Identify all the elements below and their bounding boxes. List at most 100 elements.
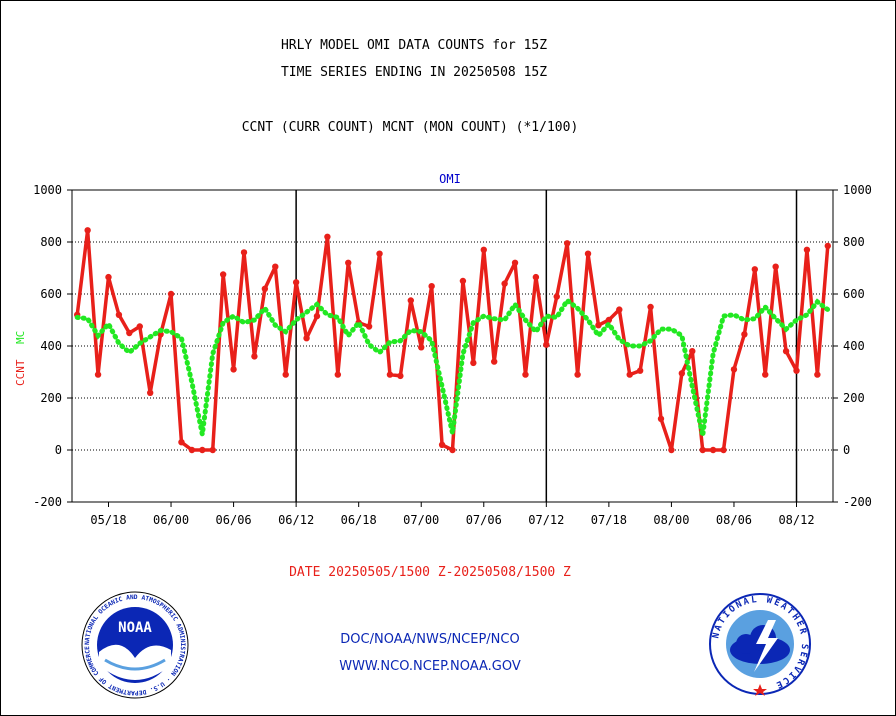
ccnt-point	[365, 323, 373, 330]
y-tick-label-right: 400	[843, 339, 865, 353]
ccnt-point	[720, 446, 727, 454]
y-tick-label-left: 600	[40, 287, 62, 301]
ccnt-point	[668, 446, 675, 454]
x-tick-label: 06/18	[341, 513, 377, 527]
ccnt-point	[689, 348, 696, 355]
y-tick-label-right: 200	[843, 391, 865, 405]
ccnt-point	[762, 371, 769, 378]
ccnt-point	[803, 246, 811, 253]
ccnt-point	[449, 446, 456, 454]
ccnt-point	[709, 446, 717, 454]
ccnt-point	[240, 249, 248, 256]
ccnt-point	[313, 312, 321, 320]
ccnt-point	[459, 277, 467, 285]
ccnt-point	[146, 389, 154, 396]
x-tick-label: 08/00	[653, 513, 689, 527]
ccnt-point	[94, 371, 102, 378]
ccnt-point	[636, 367, 644, 374]
ccnt-point	[209, 446, 216, 454]
ccnt-point	[480, 246, 487, 253]
ccnt-point	[407, 297, 415, 304]
ccnt-point	[219, 271, 227, 278]
mcnt-line	[74, 296, 831, 437]
ccnt-point	[772, 263, 779, 270]
chart-title-line1: HRLY MODEL OMI DATA COUNTS for 15Z	[280, 38, 548, 53]
ccnt-point	[678, 370, 686, 377]
y-tick-label-right: 800	[843, 235, 865, 249]
date-range: DATE 20250505/1500 Z-20250508/1500 Z	[289, 565, 571, 580]
ccnt-point	[303, 335, 310, 342]
ccnt-point	[126, 329, 133, 337]
ccnt-point	[730, 366, 738, 373]
noaa-logo: NATIONAL OCEANIC AND ATMOSPHERIC ADMINIS…	[80, 590, 189, 699]
ccnt-point	[490, 358, 498, 365]
credit-line2: WWW.NCO.NCEP.NOAA.GOV	[339, 659, 521, 674]
y-axis-label-ccnt: CCNT	[14, 359, 27, 386]
ccnt-point	[199, 446, 206, 454]
ccnt-point	[84, 227, 91, 234]
y-tick-label-right: -200	[843, 495, 872, 509]
ccnt-point	[501, 280, 508, 287]
ccnt-point	[605, 316, 613, 324]
ccnt-point	[532, 273, 540, 281]
ccnt-point	[574, 371, 581, 378]
ccnt-point	[428, 283, 435, 290]
y-tick-labels-left: -200 0 200 400 600 800 1000	[33, 183, 72, 509]
ccnt-point	[657, 415, 665, 422]
ccnt-point	[626, 371, 633, 378]
ccnt-point	[418, 344, 425, 351]
x-tick-label: 08/12	[778, 513, 814, 527]
ccnt-point	[511, 259, 519, 266]
ccnt-point	[115, 311, 123, 318]
ccnt-point	[397, 372, 404, 380]
y-tick-label-right: 0	[843, 443, 850, 457]
ccnt-point	[292, 279, 300, 286]
ccnt-point	[782, 348, 790, 355]
ccnt-point	[136, 323, 143, 330]
y-tick-label-left: -200	[33, 495, 62, 509]
y-tick-label-right: 600	[843, 287, 865, 301]
noaa-logo-text: NOAA	[118, 620, 152, 636]
x-tick-label: 07/12	[528, 513, 564, 527]
y-tick-label-left: 0	[55, 443, 62, 457]
ccnt-point	[438, 441, 446, 448]
ccnt-point	[345, 259, 352, 266]
ccnt-point	[751, 266, 759, 273]
ccnt-point	[251, 353, 258, 360]
x-tick-label: 07/00	[403, 513, 439, 527]
ccnt-point	[470, 359, 477, 367]
ccnt-point	[699, 446, 706, 454]
x-tick-label: 05/18	[90, 513, 126, 527]
y-tick-label-left: 200	[40, 391, 62, 405]
y-tick-label-left: 800	[40, 235, 62, 249]
x-tick-labels: 05/18 06/00 06/06 06/12 06/18 07/00 07/06 07/12…	[90, 502, 815, 527]
grid-lines	[72, 189, 833, 451]
ccnt-point	[793, 367, 800, 374]
y-axis-label: CCNT MCNT	[14, 330, 27, 386]
ccnt-point	[188, 446, 196, 454]
x-tick-label: 06/12	[278, 513, 314, 527]
x-tick-label: 07/18	[591, 513, 627, 527]
ccnt-point	[282, 371, 289, 378]
ccnt-point	[324, 233, 331, 240]
ccnt-point	[178, 439, 185, 446]
ccnt-point	[522, 371, 529, 378]
series-mcnt	[74, 296, 831, 437]
ccnt-point	[647, 303, 654, 311]
y-axis-label-mcnt: MCNT	[14, 330, 27, 344]
x-tick-label: 06/06	[216, 513, 252, 527]
x-tick-label: 06/00	[153, 513, 189, 527]
ccnt-point	[334, 371, 342, 378]
ccnt-point	[824, 242, 831, 250]
ccnt-point	[261, 285, 269, 292]
y-tick-label-left: 400	[40, 339, 62, 353]
x-tick-label: 07/06	[466, 513, 502, 527]
ccnt-point	[553, 293, 560, 300]
panel-title: OMI	[439, 172, 461, 186]
ccnt-point	[376, 250, 383, 257]
credit-line1: DOC/NOAA/NWS/NCEP/NCO	[340, 632, 520, 647]
y-tick-labels-right: -200 0 200 400 600 800 1000	[833, 183, 872, 509]
series-ccnt	[74, 227, 831, 454]
ccnt-point	[616, 306, 623, 313]
